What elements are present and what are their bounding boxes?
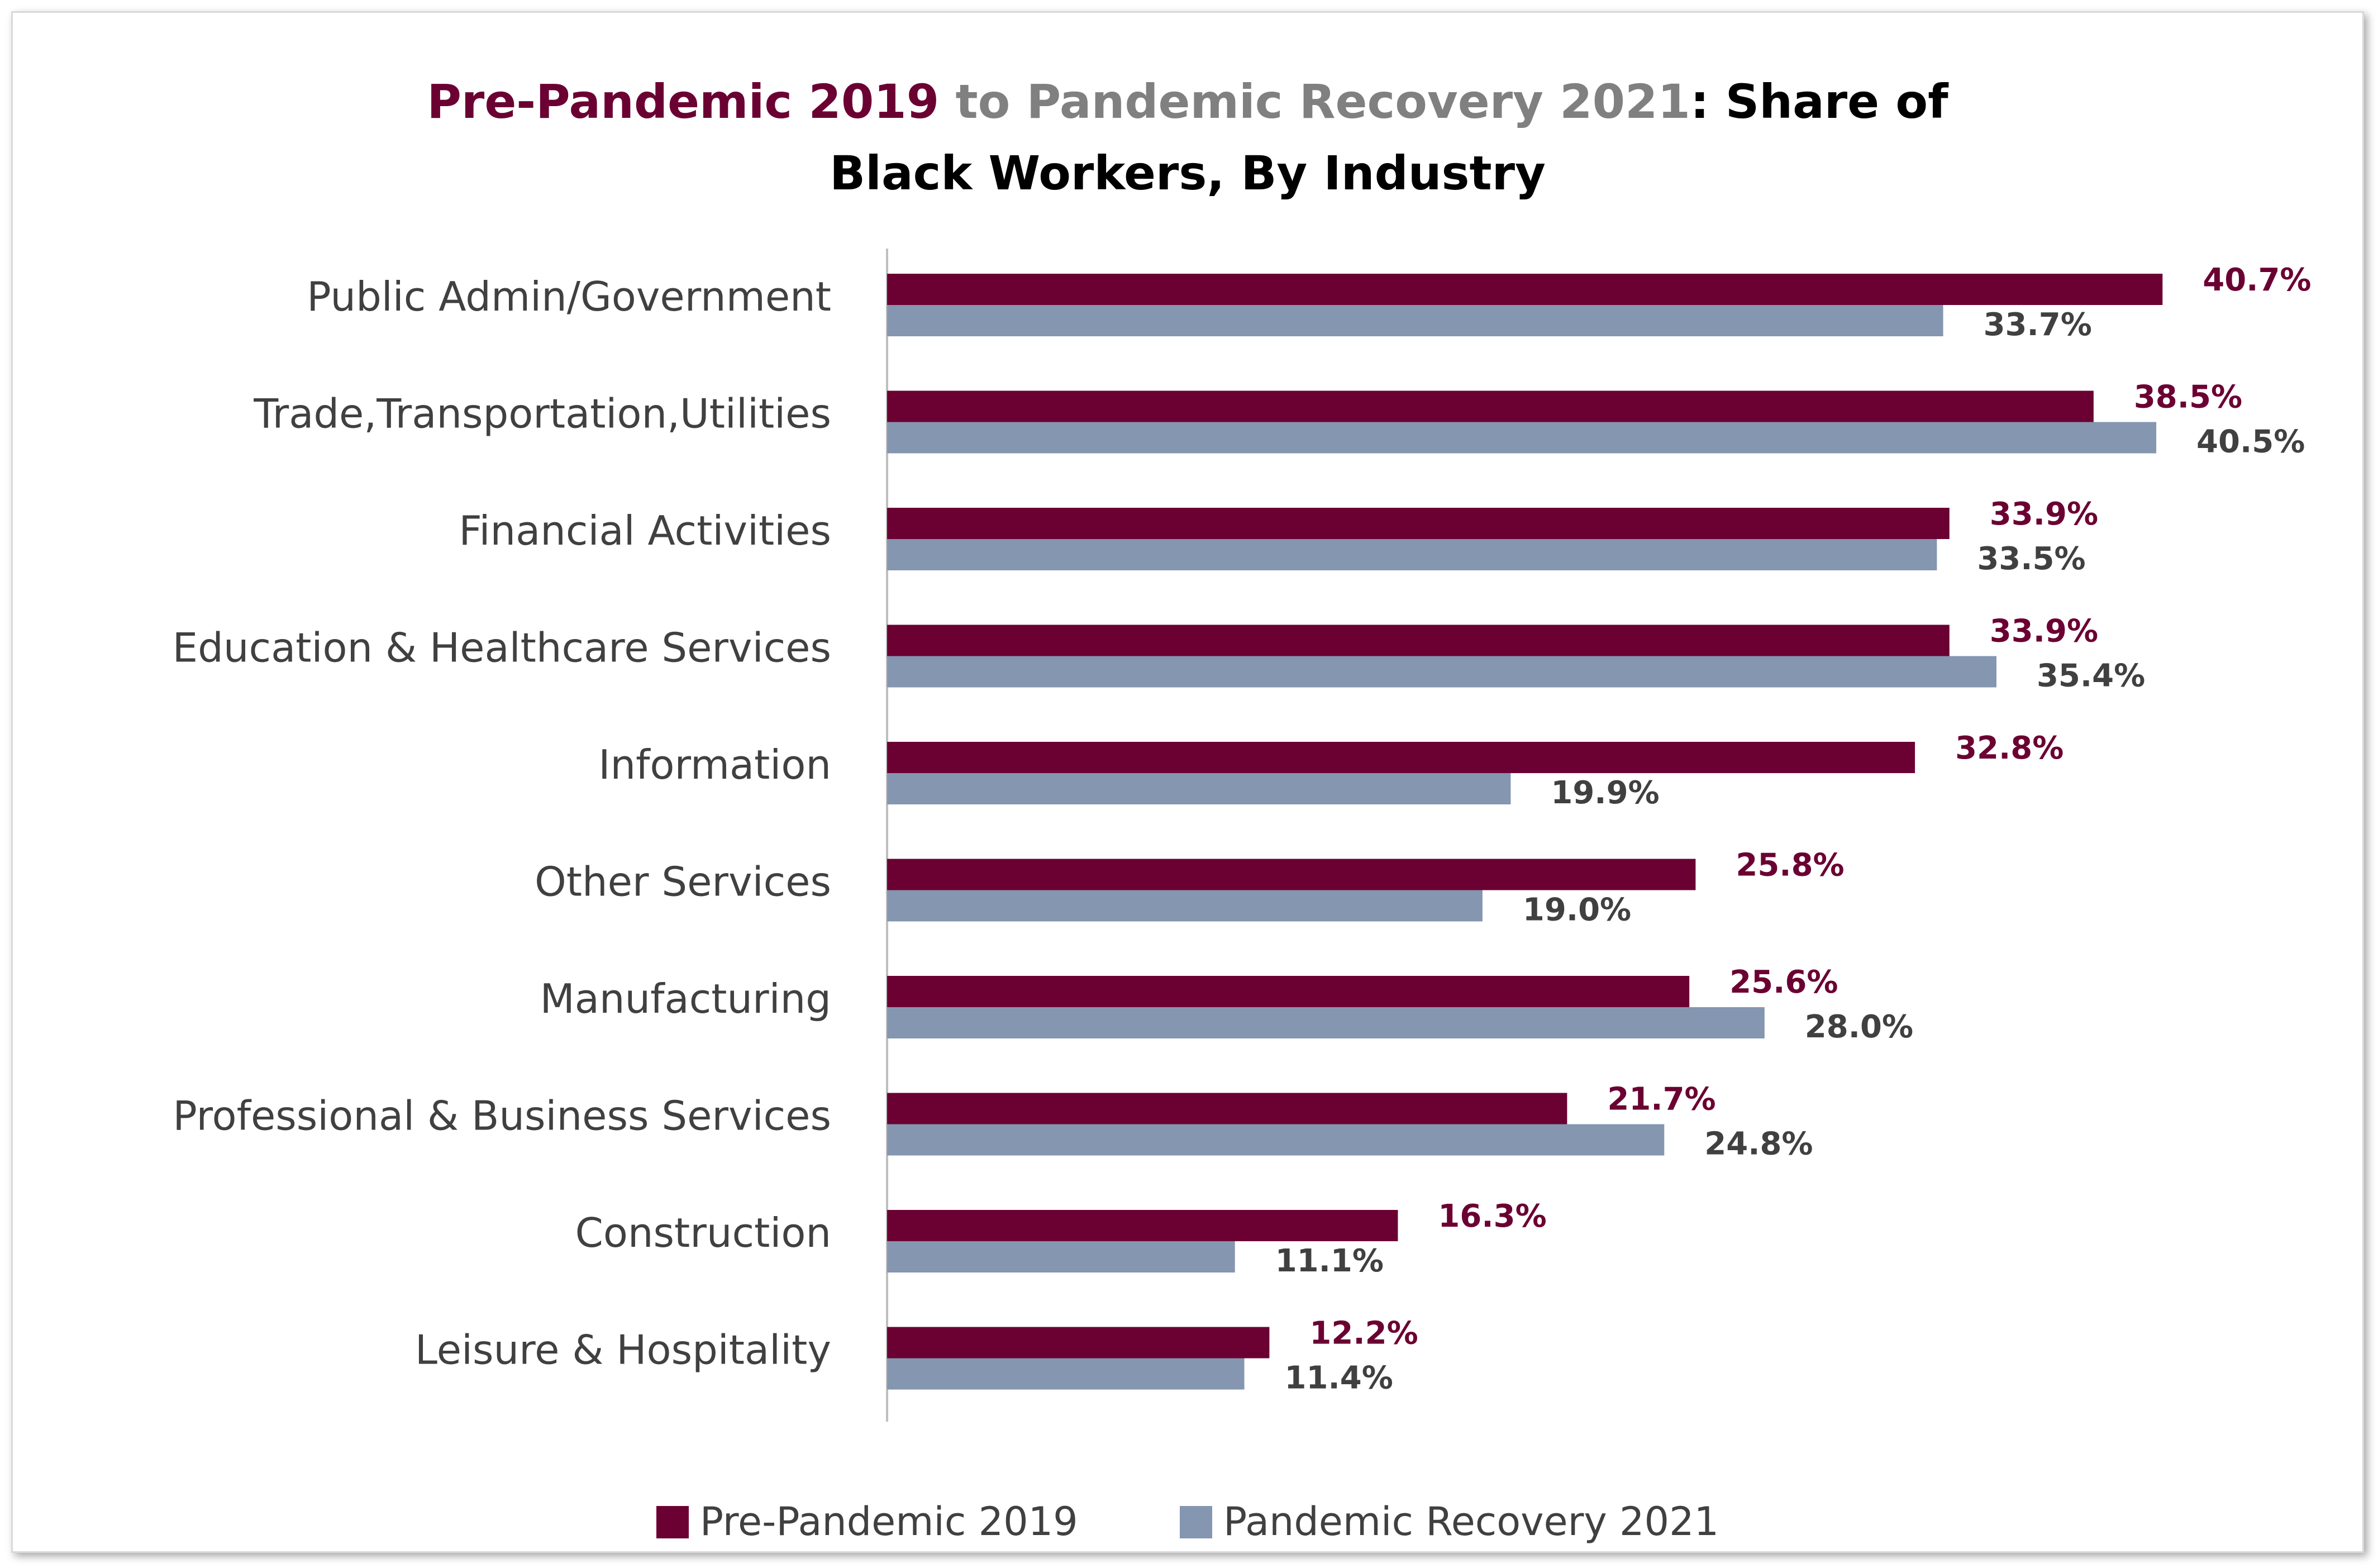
bar-pre-2019 [887, 390, 2094, 422]
data-label-recovery-2021: 33.5% [1977, 541, 2085, 577]
data-label-recovery-2021: 35.4% [2037, 658, 2145, 694]
category-label: Other Services [535, 859, 831, 905]
data-label-pre-2019: 25.6% [1729, 964, 1838, 1000]
chart-title: Pre-Pandemic 2019 to Pandemic Recovery 2… [13, 66, 2362, 209]
data-label-recovery-2021: 28.0% [1805, 1009, 1913, 1045]
bar-recovery-2021 [887, 305, 1943, 336]
legend-item-pre: Pre-Pandemic 2019 [656, 1499, 1078, 1545]
category-label: Education & Healthcare Services [173, 625, 831, 671]
data-label-recovery-2021: 24.8% [1704, 1126, 1813, 1162]
data-label-recovery-2021: 19.9% [1551, 775, 1659, 811]
data-label-recovery-2021: 11.4% [1285, 1360, 1393, 1397]
bar-pre-2019 [887, 508, 1950, 539]
data-label-pre-2019: 33.9% [1990, 613, 2098, 650]
legend-swatch-recovery [1180, 1505, 1212, 1538]
title-part-recovery: Pandemic Recovery 2021 [1026, 74, 1690, 129]
bar-recovery-2021 [887, 422, 2157, 454]
data-label-recovery-2021: 40.5% [2196, 424, 2305, 460]
category-label: Construction [575, 1209, 831, 1256]
chart-frame: Pre-Pandemic 2019 to Pandemic Recovery 2… [11, 11, 2364, 1553]
bar-pre-2019 [887, 274, 2163, 305]
bar-recovery-2021 [887, 1358, 1245, 1390]
bar-pre-2019 [887, 859, 1696, 890]
category-label: Trade,Transportation,Utilities [253, 390, 831, 437]
category-label: Financial Activities [459, 507, 831, 554]
bar-pre-2019 [887, 1327, 1270, 1359]
legend-label-recovery: Pandemic Recovery 2021 [1223, 1498, 1719, 1545]
chart-legend: Pre-Pandemic 2019 Pandemic Recovery 2021 [13, 1496, 2362, 1545]
data-label-pre-2019: 25.8% [1736, 847, 1844, 884]
category-label: Professional & Business Services [173, 1093, 831, 1140]
bar-recovery-2021 [887, 1007, 1765, 1038]
bar-recovery-2021 [887, 539, 1937, 570]
bar-pre-2019 [887, 976, 1690, 1007]
data-label-pre-2019: 38.5% [2134, 379, 2242, 416]
bar-pre-2019 [887, 1093, 1567, 1124]
category-label: Public Admin/Government [307, 273, 831, 320]
bar-recovery-2021 [887, 656, 1996, 688]
data-label-pre-2019: 32.8% [1955, 730, 2064, 766]
data-label-recovery-2021: 11.1% [1275, 1243, 1384, 1279]
title-part-pre: Pre-Pandemic 2019 [427, 74, 940, 129]
bar-recovery-2021 [887, 1241, 1235, 1272]
title-part-to: to [955, 74, 1011, 129]
legend-item-recovery: Pandemic Recovery 2021 [1180, 1499, 1719, 1545]
bar-recovery-2021 [887, 890, 1483, 922]
category-label: Leisure & Hospitality [415, 1327, 831, 1374]
data-label-pre-2019: 16.3% [1438, 1198, 1546, 1235]
bar-recovery-2021 [887, 773, 1511, 804]
data-label-recovery-2021: 33.7% [1984, 307, 2092, 343]
bar-pre-2019 [887, 742, 1915, 773]
chart-title-line1: Pre-Pandemic 2019 to Pandemic Recovery 2… [13, 66, 2362, 137]
data-label-pre-2019: 33.9% [1990, 496, 2098, 532]
category-label: Information [598, 741, 831, 788]
data-label-pre-2019: 40.7% [2203, 262, 2311, 298]
chart-title-line2: Black Workers, By Industry [830, 146, 1546, 201]
data-label-pre-2019: 12.2% [1309, 1316, 1418, 1352]
legend-swatch-pre [656, 1505, 689, 1538]
legend-label-pre: Pre-Pandemic 2019 [699, 1498, 1078, 1545]
data-label-pre-2019: 21.7% [1607, 1081, 1715, 1118]
bar-pre-2019 [887, 625, 1950, 656]
bar-pre-2019 [887, 1210, 1398, 1241]
bar-recovery-2021 [887, 1124, 1665, 1156]
category-label: Manufacturing [540, 975, 831, 1022]
data-label-recovery-2021: 19.0% [1523, 892, 1631, 928]
title-part-share: : Share of [1690, 74, 1948, 129]
